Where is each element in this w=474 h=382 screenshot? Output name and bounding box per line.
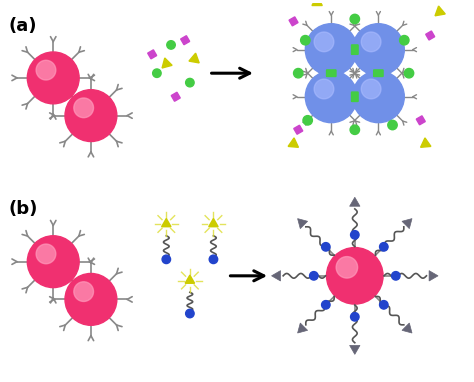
Circle shape [353,71,404,123]
Circle shape [65,274,117,325]
Polygon shape [209,219,218,227]
Polygon shape [148,50,157,59]
Circle shape [361,79,381,99]
Circle shape [314,32,334,52]
Polygon shape [312,0,322,5]
Polygon shape [294,125,303,134]
Polygon shape [435,6,445,16]
Polygon shape [426,31,435,40]
Circle shape [153,69,161,78]
Circle shape [293,68,303,78]
FancyBboxPatch shape [352,92,358,102]
Text: (b): (b) [9,201,38,219]
Polygon shape [420,138,431,147]
Circle shape [351,312,359,321]
Circle shape [65,90,117,141]
Polygon shape [298,323,308,333]
Circle shape [303,116,312,125]
Circle shape [351,231,359,239]
Circle shape [74,282,93,301]
Circle shape [314,79,334,99]
Circle shape [361,32,381,52]
Circle shape [350,125,359,134]
Circle shape [336,257,357,278]
Circle shape [404,68,414,78]
Polygon shape [162,58,172,68]
Circle shape [162,255,171,264]
Polygon shape [171,92,180,101]
Polygon shape [402,323,412,333]
Polygon shape [350,197,360,206]
Text: (a): (a) [9,17,37,35]
Circle shape [321,243,330,251]
Circle shape [353,24,404,76]
Circle shape [380,243,388,251]
Circle shape [186,78,194,87]
Polygon shape [162,219,171,227]
Polygon shape [429,270,438,281]
Circle shape [350,14,359,24]
Circle shape [186,309,194,318]
Circle shape [310,272,318,280]
Circle shape [27,236,79,288]
Circle shape [321,301,330,309]
Polygon shape [298,219,308,228]
Circle shape [36,244,56,264]
Circle shape [305,71,357,123]
Polygon shape [350,345,360,354]
Circle shape [167,40,175,49]
Circle shape [209,255,218,264]
FancyBboxPatch shape [352,45,358,54]
Circle shape [74,98,93,118]
Polygon shape [189,53,199,63]
Polygon shape [416,116,425,125]
Circle shape [380,301,388,309]
Polygon shape [185,275,195,283]
FancyBboxPatch shape [327,70,336,76]
Polygon shape [289,17,298,26]
Circle shape [400,36,409,45]
Polygon shape [181,36,190,45]
Circle shape [36,60,56,80]
Polygon shape [402,219,412,228]
Circle shape [392,272,400,280]
Polygon shape [272,270,281,281]
Polygon shape [288,138,299,147]
Circle shape [27,52,79,104]
Circle shape [305,24,357,76]
Circle shape [301,36,310,45]
Circle shape [388,120,397,130]
Circle shape [327,248,383,304]
FancyBboxPatch shape [374,70,383,76]
